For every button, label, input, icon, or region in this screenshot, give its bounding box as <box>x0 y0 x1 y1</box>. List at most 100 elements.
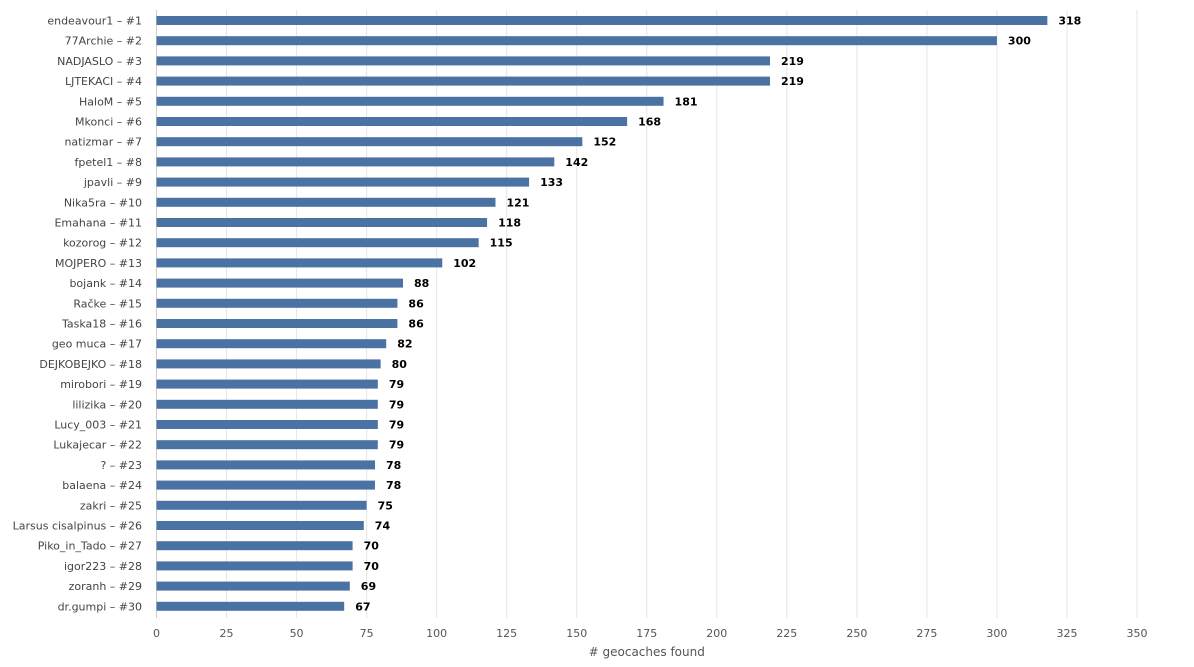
data-label: 79 <box>389 378 404 391</box>
bar <box>156 319 398 328</box>
bar <box>156 379 378 389</box>
data-label: 70 <box>364 540 380 553</box>
data-label: 86 <box>408 318 424 331</box>
x-tick-label: 300 <box>986 627 1007 640</box>
bar <box>156 298 398 308</box>
x-tick-label: 175 <box>636 627 657 640</box>
bar <box>156 420 378 429</box>
x-tick-label: 125 <box>496 627 517 640</box>
category-label: HaloM – #5 <box>79 95 142 108</box>
data-label: 86 <box>408 297 424 310</box>
bar <box>156 16 1048 25</box>
x-tick-label: 150 <box>566 627 587 640</box>
bar <box>156 96 664 106</box>
bar <box>156 56 771 66</box>
x-tick-label: 50 <box>290 627 304 640</box>
bar <box>156 561 353 571</box>
x-tick-label: 75 <box>360 627 374 640</box>
bar <box>156 76 771 86</box>
data-label: 168 <box>638 116 661 129</box>
bar <box>156 339 387 349</box>
bar <box>156 258 443 268</box>
category-label: 77Archie – #2 <box>65 35 142 48</box>
x-tick-label: 200 <box>706 627 727 640</box>
category-label: Larsus cisalpinus – #26 <box>13 520 142 533</box>
bar <box>156 137 583 147</box>
gridlines <box>156 10 1138 618</box>
category-label: DEJKOBEJKO – #18 <box>39 358 142 371</box>
category-label: igor223 – #28 <box>64 560 142 573</box>
data-label: 219 <box>781 75 804 88</box>
data-label: 181 <box>675 95 698 108</box>
data-label: 79 <box>389 419 404 432</box>
x-tick-label: 350 <box>1127 627 1148 640</box>
category-label: lilizika – #20 <box>72 398 142 411</box>
bar <box>156 117 628 126</box>
category-label: Lukajecar – #22 <box>53 439 142 452</box>
category-label: Taska18 – #16 <box>61 318 142 331</box>
x-tick-label: 100 <box>426 627 447 640</box>
x-tick-label: 250 <box>846 627 867 640</box>
data-label: 133 <box>540 176 563 189</box>
category-label: zoranh – #29 <box>69 580 142 593</box>
category-label: Emahana – #11 <box>54 217 142 230</box>
data-label: 79 <box>389 398 404 411</box>
category-label: Lucy_003 – #21 <box>54 419 142 432</box>
category-label: Račke – #15 <box>73 297 142 310</box>
category-label: MOJPERO – #13 <box>55 257 142 270</box>
data-label: 78 <box>386 459 401 472</box>
category-label: ? – #23 <box>100 459 142 472</box>
bars <box>156 16 1048 611</box>
bar <box>156 238 479 248</box>
category-label: bojank – #14 <box>69 277 142 290</box>
bar <box>156 480 376 490</box>
data-label: 121 <box>506 196 529 209</box>
data-label: 88 <box>414 277 429 290</box>
bar <box>156 440 378 450</box>
data-label: 82 <box>397 338 412 351</box>
bar <box>156 541 353 551</box>
category-labels: endeavour1 – #1 77Archie – #2 NADJASLO – #… <box>13 15 142 614</box>
bar <box>156 197 496 207</box>
category-label: Mkonci – #6 <box>75 116 142 129</box>
x-tick-label: 0 <box>153 627 160 640</box>
data-label: 78 <box>386 479 401 492</box>
bar <box>156 177 530 187</box>
data-label: 219 <box>781 55 804 68</box>
category-label: NADJASLO – #3 <box>57 55 142 68</box>
category-label: jpavli – #9 <box>83 176 142 189</box>
data-label: 74 <box>375 520 391 533</box>
x-tick-label: 225 <box>776 627 797 640</box>
data-label: 318 <box>1058 15 1081 28</box>
x-tick-labels: 0 25 50 75 100 125 150 175 200 225 250 275 300 325 350 <box>153 627 1148 640</box>
bar <box>156 460 376 470</box>
data-label: 70 <box>364 560 380 573</box>
data-label: 102 <box>453 257 476 270</box>
category-label: Piko_in_Tado – #27 <box>38 540 142 553</box>
category-label: fpetel1 – #8 <box>75 156 142 169</box>
data-label: 69 <box>361 580 376 593</box>
x-tick-label: 275 <box>916 627 937 640</box>
category-label: LJTEKACI – #4 <box>65 75 142 88</box>
bar <box>156 359 381 369</box>
data-label: 80 <box>392 358 408 371</box>
x-axis-title: # geocaches found <box>589 645 705 659</box>
category-label: mirobori – #19 <box>60 378 142 391</box>
bar <box>156 36 997 46</box>
x-tick-label: 25 <box>220 627 234 640</box>
category-label: Nika5ra – #10 <box>64 196 142 209</box>
bar <box>156 218 488 227</box>
x-tick-label: 325 <box>1056 627 1077 640</box>
category-label: kozorog – #12 <box>63 237 142 250</box>
bar <box>156 581 350 591</box>
data-label: 142 <box>565 156 588 169</box>
bar <box>156 157 555 167</box>
category-label: natizmar – #7 <box>64 136 142 149</box>
data-label: 115 <box>490 237 513 250</box>
category-label: endeavour1 – #1 <box>47 15 142 28</box>
bar <box>156 278 404 288</box>
data-label: 300 <box>1008 35 1031 48</box>
data-label: 79 <box>389 439 404 452</box>
